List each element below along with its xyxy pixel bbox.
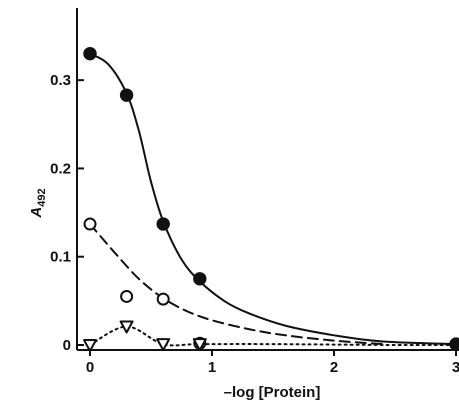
y-tick-label-3: 0.3	[50, 72, 71, 89]
series-3-point-1	[83, 339, 97, 352]
series-3-point-4	[192, 338, 207, 352]
series-2-curve	[89, 223, 384, 346]
y-tick-label-0: 0	[63, 337, 71, 354]
series-2-point-3	[156, 292, 170, 306]
series-3-point-3	[156, 338, 171, 352]
series-2-point-2	[120, 289, 134, 303]
curves	[89, 52, 457, 347]
y-axis-label-main: A	[28, 207, 45, 219]
x-tick-label-3: 3	[452, 359, 459, 376]
series-1-point-5	[449, 337, 459, 351]
x-tick-label-1: 1	[208, 359, 216, 376]
series-3-point-2	[119, 320, 134, 334]
y-tick-label-2: 0.2	[50, 160, 71, 177]
series-1-point-4	[193, 272, 207, 286]
series-1-curve	[89, 52, 457, 346]
series-1-point-1	[83, 46, 97, 61]
markers	[83, 46, 459, 352]
x-tick-label-2: 2	[330, 359, 338, 376]
series-1-point-3	[156, 217, 170, 231]
labels: –log [Protein] A492	[28, 188, 320, 401]
x-axis-label: –log [Protein]	[224, 384, 321, 401]
y-tick-label-1: 0.1	[50, 249, 71, 266]
series-2-point-1	[83, 217, 97, 231]
y-axis-label-subscript: 492	[36, 188, 48, 206]
axes: 0 0.1 0.2 0.3 0 1 2 3	[50, 8, 459, 376]
y-axis-label: A492	[28, 188, 48, 218]
series-1-point-2	[119, 88, 134, 102]
x-tick-label-0: 0	[86, 359, 94, 376]
